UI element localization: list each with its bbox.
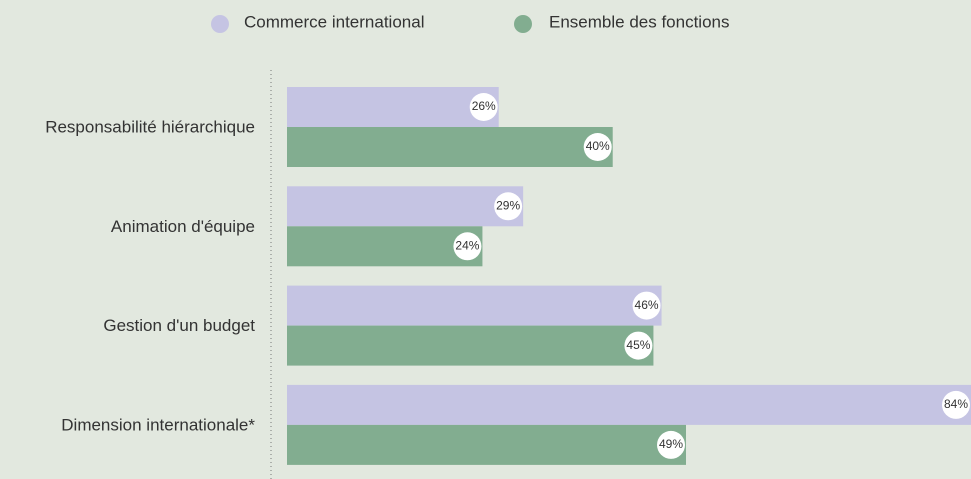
bar (287, 226, 483, 267)
bar (287, 325, 654, 366)
bar (287, 285, 662, 326)
value-label: 84% (944, 397, 968, 411)
bar (287, 127, 613, 167)
legend-label: Commerce international (244, 12, 424, 31)
legend-swatch (514, 15, 532, 33)
bar (287, 186, 524, 227)
legend-swatch (211, 15, 229, 33)
value-badge (469, 93, 498, 121)
value-badge (942, 390, 970, 419)
category-label: Animation d'équipe (111, 217, 255, 236)
value-label: 49% (659, 437, 683, 451)
value-label: 46% (635, 298, 659, 312)
value-badge (453, 232, 482, 261)
bar (287, 87, 499, 127)
bar (287, 424, 686, 465)
bar (287, 384, 971, 425)
legend-label: Ensemble des fonctions (549, 12, 730, 31)
category-label: Dimension internationale* (61, 415, 255, 434)
value-label: 26% (472, 99, 496, 113)
value-badge (494, 192, 523, 221)
value-badge (583, 133, 612, 161)
value-label: 40% (586, 139, 610, 153)
value-badge (632, 291, 661, 320)
value-badge (657, 430, 685, 459)
value-label: 24% (455, 238, 479, 252)
category-label: Responsabilité hiérarchique (45, 117, 255, 136)
value-badge (624, 331, 653, 360)
category-label: Gestion d'un budget (103, 316, 255, 335)
value-label: 29% (496, 198, 520, 212)
value-label: 45% (626, 338, 650, 352)
